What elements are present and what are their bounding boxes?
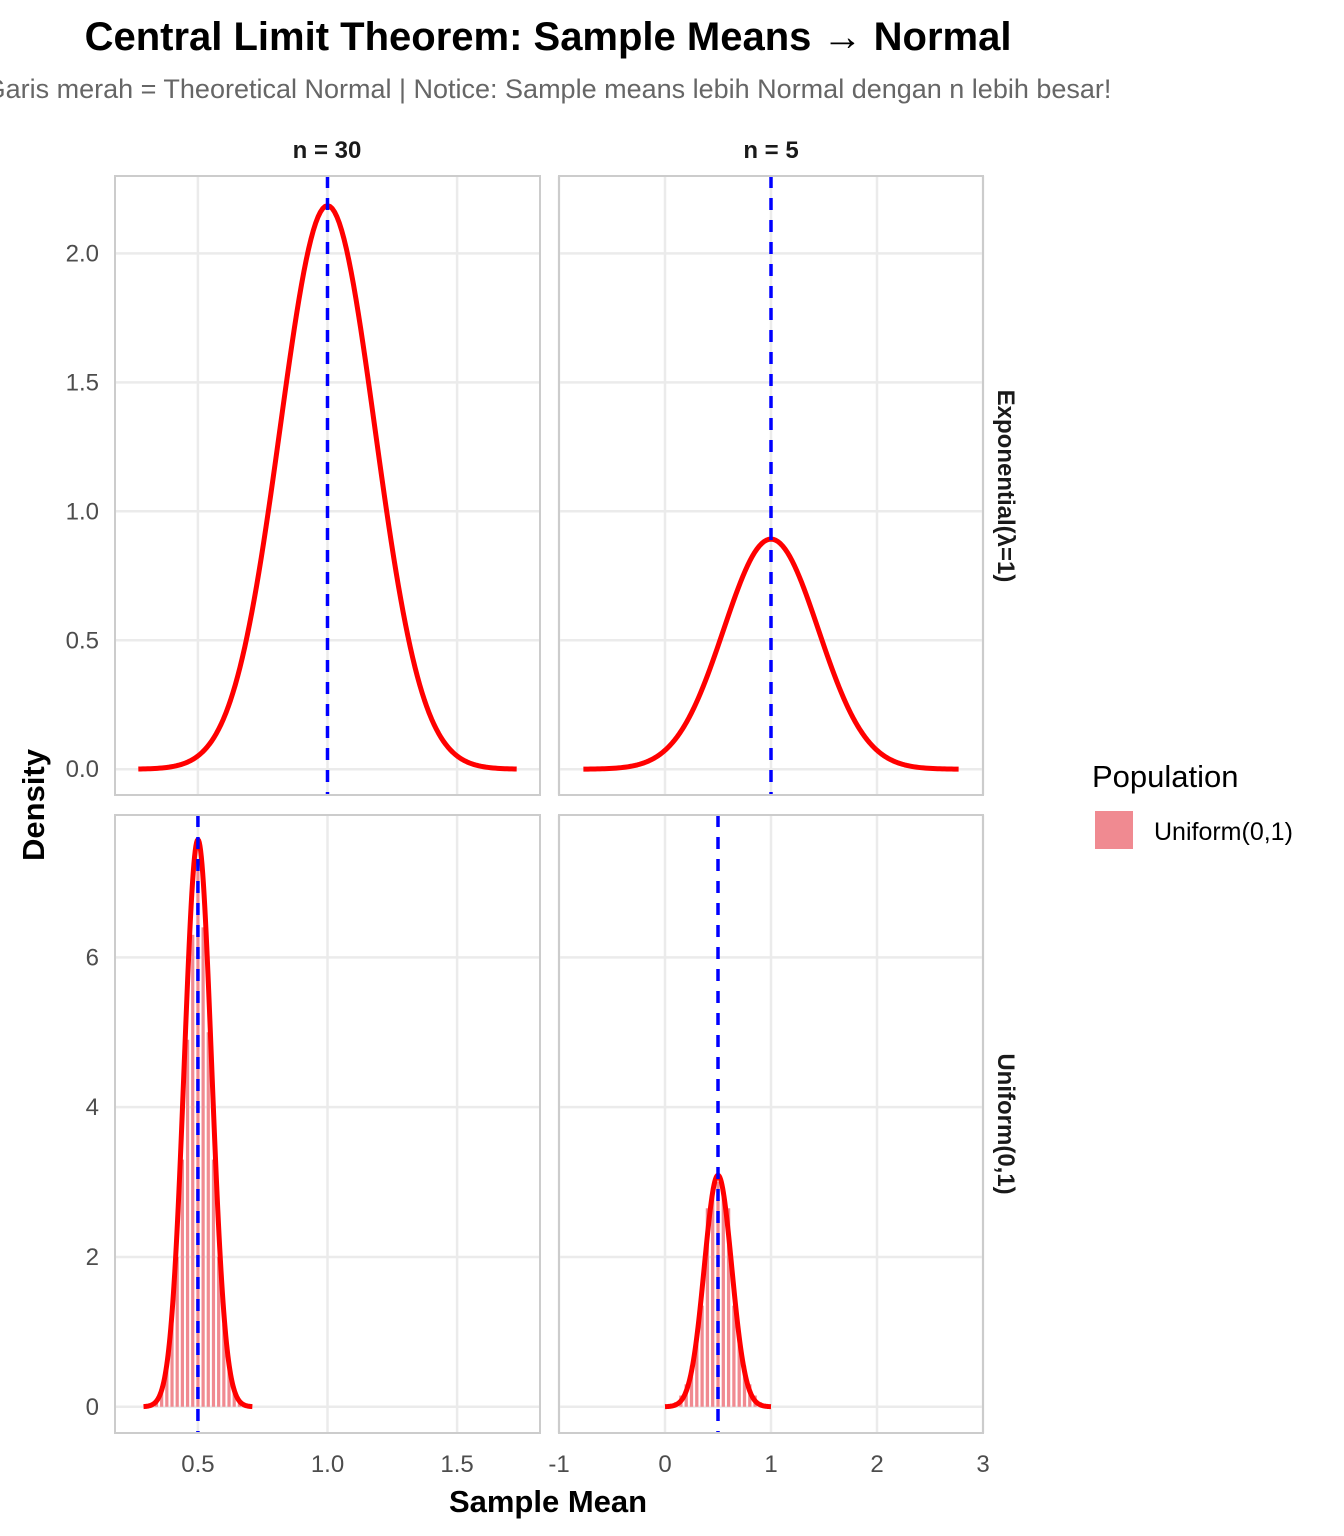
histogram-bar [742, 1365, 747, 1407]
histogram-bar [191, 934, 195, 1407]
histogram-bar [206, 1032, 210, 1407]
x-tick-label: 0 [658, 1451, 671, 1478]
legend-title: Population [1092, 759, 1239, 794]
histogram-bar [726, 1208, 731, 1407]
panels-group [114, 175, 985, 1434]
panel-1-1 [557, 814, 985, 1434]
histogram-bar [185, 1039, 190, 1407]
y-tick-label: 0.5 [66, 627, 99, 654]
tick-labels-group: 0.5 1.0 1.5 -1 0 1 2 3 0.0 0.5 1.0 1.5 2.0 0 2 4 6 [66, 240, 990, 1478]
x-axis-title: Sample Mean [449, 1484, 647, 1519]
histogram-bar [222, 1324, 226, 1407]
panel-0-0 [114, 175, 541, 796]
panel-border [114, 814, 541, 1434]
panel-1-0 [114, 814, 541, 1434]
strip-row-exponential: Exponential(λ=1) [992, 390, 1019, 583]
panel-border [558, 814, 984, 1434]
strip-col-n5: n = 5 [743, 137, 798, 164]
x-tick-label: 2 [870, 1451, 883, 1478]
histogram-bar [737, 1339, 741, 1407]
histogram-bar [165, 1365, 169, 1407]
legend-label-uniform: Uniform(0,1) [1154, 818, 1293, 846]
y-axis-title: Density [16, 748, 51, 861]
chart-title: Central Limit Theorem: Sample Means → No… [85, 15, 1012, 59]
histogram-bar [716, 1182, 720, 1407]
y-tick-label: 0.0 [66, 756, 99, 783]
histogram-bar [175, 1256, 179, 1407]
y-tick-label: 1.0 [66, 498, 99, 525]
x-tick-label: 1.5 [440, 1451, 473, 1478]
y-tick-label: 4 [86, 1094, 99, 1121]
chart-subtitle: Garis merah = Theoretical Normal | Notic… [0, 74, 1111, 104]
histogram-bar [170, 1324, 174, 1407]
panel-border [558, 175, 984, 796]
histogram-bar [211, 1159, 216, 1407]
histogram-bar [160, 1390, 164, 1407]
histogram-bar [695, 1339, 699, 1407]
panel-0-1 [557, 175, 985, 796]
panel-border [114, 175, 541, 796]
histogram-bar [232, 1391, 236, 1407]
histogram-bar [227, 1369, 231, 1407]
histogram-bar [689, 1365, 694, 1407]
x-tick-label: 1 [764, 1451, 777, 1478]
legend-swatch-uniform [1095, 811, 1133, 849]
histogram-bar [705, 1208, 710, 1407]
histogram-bar [711, 1189, 715, 1407]
histogram-bar [700, 1305, 704, 1407]
histogram-bar [201, 927, 205, 1407]
legend: Population Uniform(0,1) [1092, 759, 1293, 849]
y-tick-label: 1.5 [66, 369, 99, 396]
x-tick-label: 3 [976, 1451, 989, 1478]
y-tick-label: 2.0 [66, 240, 99, 267]
y-tick-label: 2 [86, 1244, 99, 1271]
histogram-bar [217, 1256, 221, 1407]
histogram-bar [732, 1305, 736, 1407]
strip-col-n30: n = 30 [293, 137, 362, 164]
strip-row-uniform: Uniform(0,1) [992, 1053, 1019, 1194]
y-tick-label: 6 [86, 944, 99, 971]
x-tick-label: 1.0 [311, 1451, 344, 1478]
x-tick-label: -1 [548, 1451, 569, 1478]
x-tick-label: 0.5 [181, 1451, 214, 1478]
y-tick-label: 0 [86, 1394, 99, 1421]
histogram-bar [721, 1189, 725, 1407]
histogram-bar [180, 1159, 184, 1407]
